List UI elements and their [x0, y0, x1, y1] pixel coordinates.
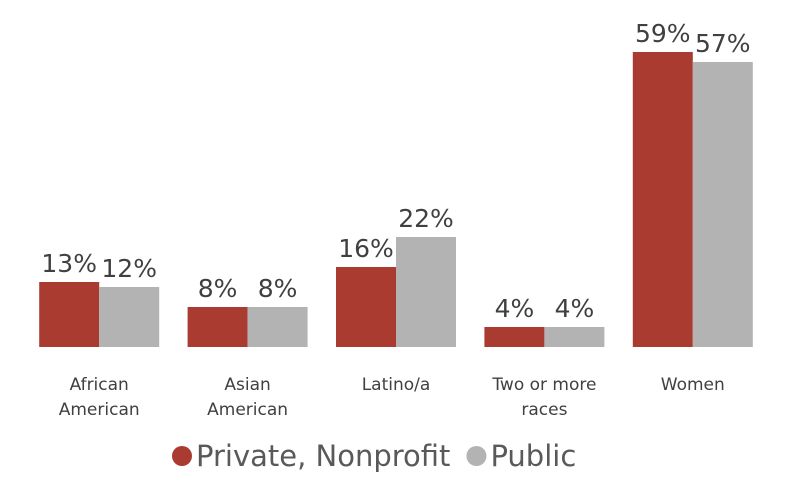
- legend-label-public: Public: [490, 439, 576, 473]
- data-labels-layer: 13% 12% 8% 8% 16%22% 4% 4% 59% 57%: [41, 19, 750, 323]
- legend-marker-public: [466, 446, 487, 466]
- data-label-private-nonprofit-two-or-more-races: 4%: [495, 294, 535, 323]
- data-label-public-latino-a: 22%: [398, 204, 454, 233]
- data-label-public-women: 57%: [695, 29, 751, 58]
- category-labels-layer: African American Asian American Latino/a Two …: [59, 375, 725, 420]
- data-label-private-nonprofit-african-american: 13%: [41, 249, 97, 278]
- bar-private-nonprofit-asian-american: [187, 307, 248, 347]
- category-label-two-or-more-races: Two or more races: [491, 375, 596, 420]
- category-label-african-american: African American: [59, 375, 140, 420]
- bar-private-nonprofit-women: [632, 52, 693, 347]
- legend-item-public: Public: [466, 439, 576, 473]
- bar-private-nonprofit-two-or-more-races: [484, 327, 545, 347]
- bar-private-nonprofit-latino-a: [336, 267, 396, 347]
- category-label-latino-a: Latino/a: [362, 375, 431, 395]
- legend-item-private-nonprofit: Private, Nonprofit: [172, 439, 450, 473]
- bars-layer: [39, 52, 753, 347]
- data-label-public-african-american: 12%: [101, 254, 157, 283]
- data-label-private-nonprofit-women: 59%: [635, 19, 691, 48]
- bar-public-african-american: [99, 287, 160, 347]
- data-label-private-nonprofit-latino-a: 16%: [338, 234, 394, 263]
- bar-public-women: [692, 62, 753, 347]
- legend-marker-private-nonprofit: [172, 446, 192, 466]
- category-label-women: Women: [661, 375, 725, 395]
- category-label-asian-american: Asian American: [207, 375, 288, 420]
- data-label-public-two-or-more-races: 4%: [555, 294, 595, 323]
- bar-public-latino-a: [396, 237, 456, 347]
- legend: Private, Nonprofit Public: [172, 439, 576, 473]
- bar-public-two-or-more-races: [544, 327, 605, 347]
- legend-label-private-nonprofit: Private, Nonprofit: [196, 439, 450, 473]
- bar-private-nonprofit-african-american: [39, 282, 100, 347]
- data-label-private-nonprofit-asian-american: 8%: [198, 274, 238, 303]
- data-label-public-asian-american: 8%: [258, 274, 298, 303]
- bar-public-asian-american: [247, 307, 308, 347]
